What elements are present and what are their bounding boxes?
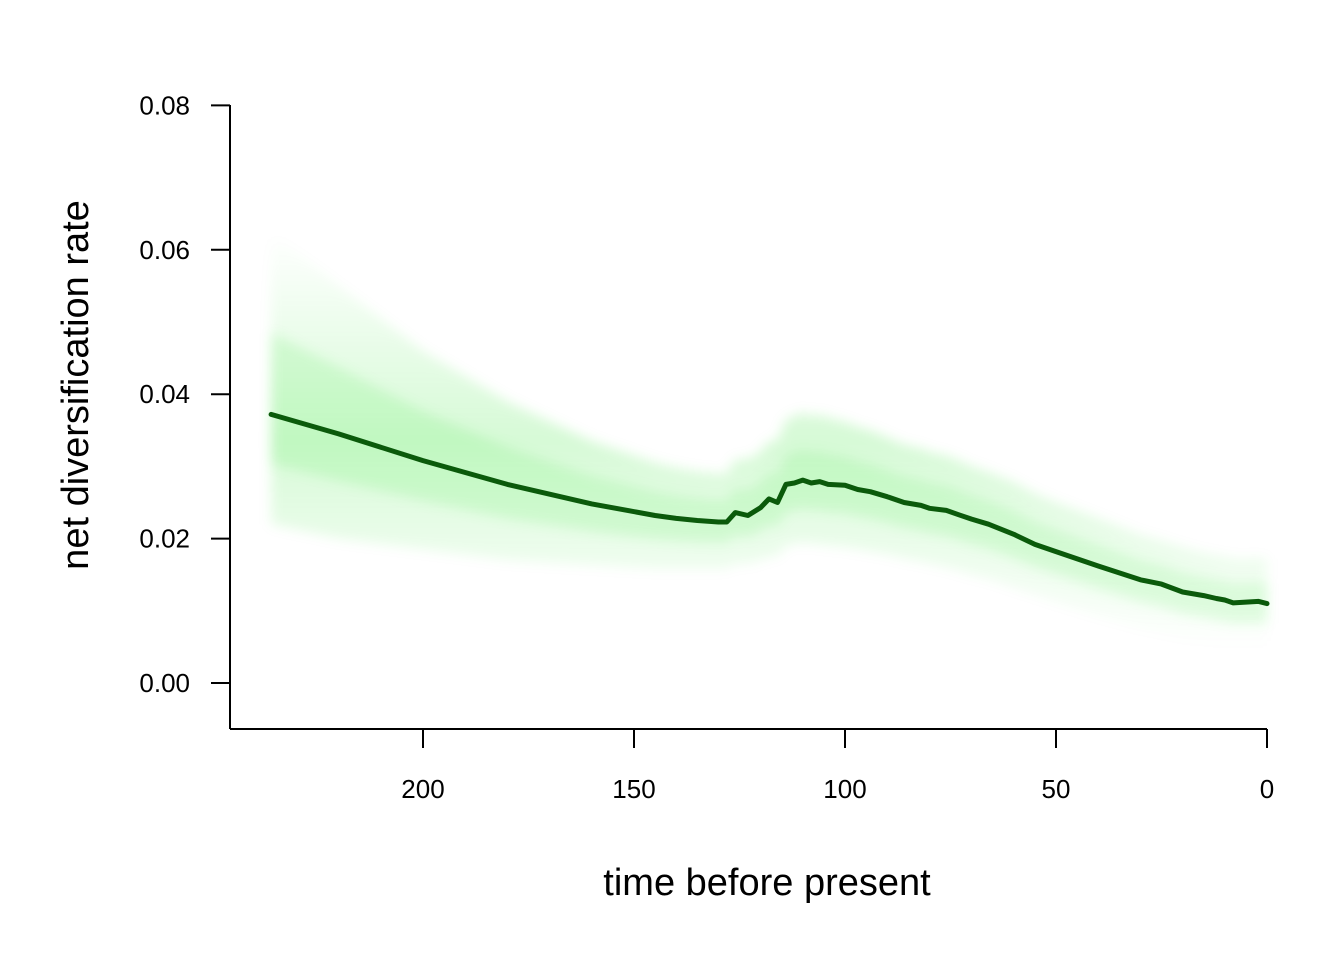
x-tick-label: 200 (401, 774, 444, 804)
rate-line-layer (268, 411, 1270, 607)
x-tick-label: 50 (1042, 774, 1071, 804)
y-tick-label: 0.08 (139, 90, 190, 120)
y-tick-label: 0.02 (139, 524, 190, 554)
x-axis-title: time before present (603, 862, 931, 904)
y-tick-label: 0.00 (139, 668, 190, 698)
rate-line (268, 411, 1270, 607)
x-tick-label: 0 (1260, 774, 1274, 804)
band-inner (271, 332, 1268, 624)
x-tick-label: 150 (612, 774, 655, 804)
y-tick-label: 0.06 (139, 235, 190, 265)
y-tick-label: 0.04 (139, 379, 190, 409)
x-ticks: 200 150 100 50 0 (401, 729, 1274, 804)
y-axis-title: net diversification rate (55, 200, 97, 570)
axes: 0.00 0.02 0.04 0.06 0.08 200 150 100 50 0 (139, 90, 1274, 804)
credible-interval-band (271, 231, 1268, 649)
y-ticks: 0.00 0.02 0.04 0.06 0.08 (139, 90, 230, 698)
x-tick-label: 100 (823, 774, 866, 804)
